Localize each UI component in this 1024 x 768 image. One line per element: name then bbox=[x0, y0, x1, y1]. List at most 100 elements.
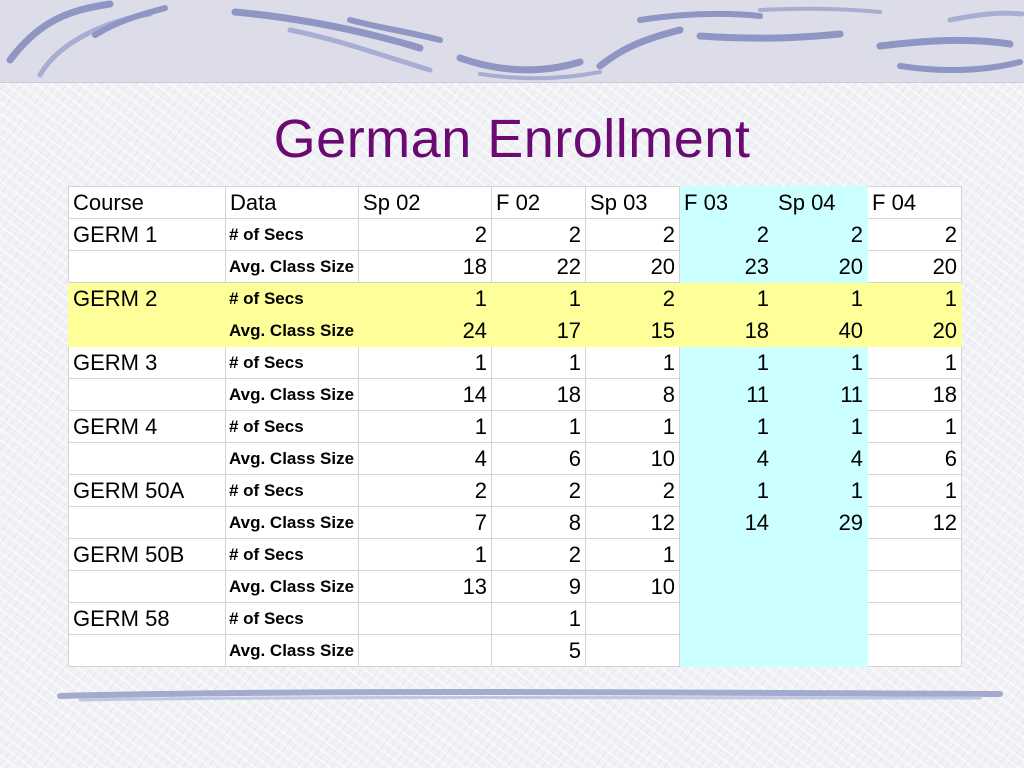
value-cell-f03 bbox=[679, 570, 775, 603]
value-cell-f02: 1 bbox=[491, 410, 587, 443]
value-cell-f03 bbox=[679, 634, 775, 667]
value-cell-sp03: 8 bbox=[585, 378, 681, 411]
data-label-cell: # of Secs bbox=[224, 410, 360, 443]
header-f03: F 03 bbox=[679, 186, 775, 219]
value-cell-f02: 6 bbox=[491, 442, 587, 475]
course-cell bbox=[68, 378, 226, 411]
value-cell-f02: 8 bbox=[491, 506, 587, 539]
value-cell-sp02: 1 bbox=[358, 538, 493, 571]
data-label-cell: # of Secs bbox=[224, 538, 360, 571]
value-cell-sp03: 10 bbox=[585, 442, 681, 475]
value-cell-sp02: 18 bbox=[358, 250, 493, 283]
value-cell-f03: 1 bbox=[679, 410, 775, 443]
value-cell-sp03: 1 bbox=[585, 538, 681, 571]
table-row: Avg. Class Size 13 9 10 bbox=[68, 570, 963, 603]
value-cell-sp02 bbox=[358, 634, 493, 667]
value-cell-f02: 1 bbox=[491, 602, 587, 635]
header-data: Data bbox=[224, 186, 360, 219]
value-cell-sp04: 1 bbox=[773, 410, 869, 443]
value-cell-f02: 2 bbox=[491, 218, 587, 251]
table-row: Avg. Class Size 18 22 20 23 20 20 bbox=[68, 250, 963, 283]
value-cell-sp04 bbox=[773, 602, 869, 635]
value-cell-sp02: 1 bbox=[358, 282, 493, 315]
value-cell-f04 bbox=[867, 538, 963, 571]
course-cell bbox=[68, 634, 226, 667]
value-cell-f03: 1 bbox=[679, 346, 775, 379]
header-sp04: Sp 04 bbox=[773, 186, 869, 219]
enrollment-table-wrapper: Course Data Sp 02 F 02 Sp 03 F 03 Sp 04 … bbox=[68, 186, 963, 667]
course-cell bbox=[68, 250, 226, 283]
data-label-cell: # of Secs bbox=[224, 346, 360, 379]
value-cell-sp03: 2 bbox=[585, 218, 681, 251]
bottom-decorative-stroke bbox=[57, 689, 1003, 702]
value-cell-f02: 18 bbox=[491, 378, 587, 411]
value-cell-sp02: 1 bbox=[358, 410, 493, 443]
header-sp03: Sp 03 bbox=[585, 186, 681, 219]
value-cell-f04: 6 bbox=[867, 442, 963, 475]
value-cell-sp04 bbox=[773, 634, 869, 667]
value-cell-f03: 2 bbox=[679, 218, 775, 251]
table-row: Avg. Class Size 5 bbox=[68, 634, 963, 667]
value-cell-sp04: 2 bbox=[773, 218, 869, 251]
course-cell: GERM 2 bbox=[68, 282, 226, 315]
value-cell-f03: 1 bbox=[679, 474, 775, 507]
value-cell-f04: 20 bbox=[867, 314, 963, 347]
data-label-cell: Avg. Class Size bbox=[224, 570, 360, 603]
value-cell-sp04: 29 bbox=[773, 506, 869, 539]
header-course: Course bbox=[68, 186, 226, 219]
course-cell bbox=[68, 570, 226, 603]
value-cell-f04: 1 bbox=[867, 282, 963, 315]
data-label-cell: # of Secs bbox=[224, 474, 360, 507]
value-cell-f03 bbox=[679, 538, 775, 571]
value-cell-f03: 18 bbox=[679, 314, 775, 347]
table-row: Avg. Class Size 24 17 15 18 40 20 bbox=[68, 314, 963, 347]
course-cell: GERM 3 bbox=[68, 346, 226, 379]
data-label-cell: # of Secs bbox=[224, 282, 360, 315]
value-cell-f04: 2 bbox=[867, 218, 963, 251]
value-cell-sp02 bbox=[358, 602, 493, 635]
value-cell-f02: 17 bbox=[491, 314, 587, 347]
value-cell-sp03 bbox=[585, 602, 681, 635]
value-cell-sp04: 1 bbox=[773, 282, 869, 315]
table-row: Avg. Class Size 4 6 10 4 4 6 bbox=[68, 442, 963, 475]
table-row: GERM 3 # of Secs 1 1 1 1 1 1 bbox=[68, 346, 963, 379]
value-cell-f04: 1 bbox=[867, 474, 963, 507]
value-cell-sp02: 2 bbox=[358, 474, 493, 507]
data-label-cell: Avg. Class Size bbox=[224, 378, 360, 411]
value-cell-f02: 1 bbox=[491, 346, 587, 379]
data-label-cell: Avg. Class Size bbox=[224, 442, 360, 475]
value-cell-sp04 bbox=[773, 570, 869, 603]
header-f02: F 02 bbox=[491, 186, 587, 219]
value-cell-f02: 2 bbox=[491, 474, 587, 507]
course-cell: GERM 50A bbox=[68, 474, 226, 507]
data-label-cell: Avg. Class Size bbox=[224, 250, 360, 283]
data-label-cell: Avg. Class Size bbox=[224, 506, 360, 539]
value-cell-sp04: 1 bbox=[773, 474, 869, 507]
course-cell bbox=[68, 506, 226, 539]
value-cell-f04: 18 bbox=[867, 378, 963, 411]
value-cell-f04: 20 bbox=[867, 250, 963, 283]
value-cell-sp03: 12 bbox=[585, 506, 681, 539]
decorative-swirls bbox=[6, 0, 1024, 81]
value-cell-sp04: 11 bbox=[773, 378, 869, 411]
value-cell-sp03 bbox=[585, 634, 681, 667]
course-cell: GERM 4 bbox=[68, 410, 226, 443]
value-cell-f04 bbox=[867, 602, 963, 635]
value-cell-sp03: 10 bbox=[585, 570, 681, 603]
value-cell-f04 bbox=[867, 634, 963, 667]
table-row: GERM 50B # of Secs 1 2 1 bbox=[68, 538, 963, 571]
value-cell-f03: 1 bbox=[679, 282, 775, 315]
table-row: GERM 58 # of Secs 1 bbox=[68, 602, 963, 635]
value-cell-f02: 1 bbox=[491, 282, 587, 315]
value-cell-f04: 12 bbox=[867, 506, 963, 539]
header-f04: F 04 bbox=[867, 186, 963, 219]
value-cell-sp02: 7 bbox=[358, 506, 493, 539]
value-cell-sp02: 1 bbox=[358, 346, 493, 379]
value-cell-sp03: 2 bbox=[585, 474, 681, 507]
value-cell-sp03: 1 bbox=[585, 410, 681, 443]
value-cell-f03: 11 bbox=[679, 378, 775, 411]
data-label-cell: # of Secs bbox=[224, 602, 360, 635]
header-sp02: Sp 02 bbox=[358, 186, 493, 219]
value-cell-f02: 9 bbox=[491, 570, 587, 603]
data-label-cell: # of Secs bbox=[224, 218, 360, 251]
